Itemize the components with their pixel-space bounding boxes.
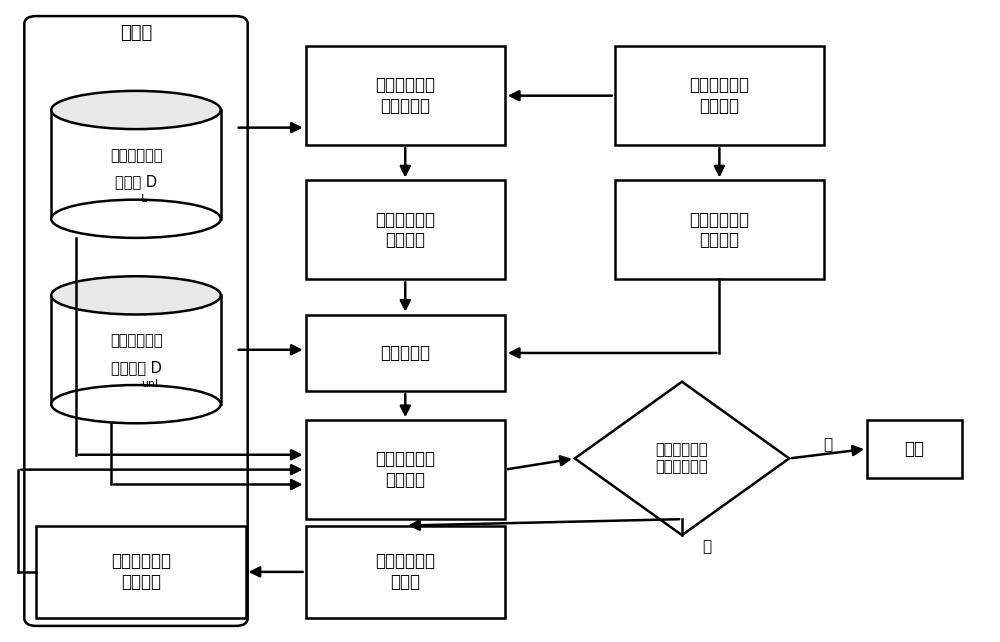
Text: 分类识别算法
及模型库: 分类识别算法 及模型库 bbox=[689, 76, 749, 115]
Bar bbox=[306, 46, 505, 145]
Text: L: L bbox=[141, 193, 147, 204]
Text: 否: 否 bbox=[702, 539, 711, 554]
Bar bbox=[306, 420, 505, 519]
Bar bbox=[306, 315, 505, 392]
Text: 数据特性分析
及模型选择: 数据特性分析 及模型选择 bbox=[375, 76, 435, 115]
Ellipse shape bbox=[51, 385, 221, 423]
Text: 新样本标注及
数据增强: 新样本标注及 数据增强 bbox=[375, 211, 435, 249]
Text: 样本预测及候
选集构建: 样本预测及候 选集构建 bbox=[375, 450, 435, 489]
Text: 数据集 D: 数据集 D bbox=[115, 175, 157, 189]
Bar bbox=[615, 46, 824, 145]
Text: 少量标注样本: 少量标注样本 bbox=[110, 148, 162, 163]
Text: 本数据集 D: 本数据集 D bbox=[111, 360, 161, 375]
Text: unL: unL bbox=[141, 379, 161, 389]
Bar bbox=[51, 295, 221, 404]
Ellipse shape bbox=[51, 91, 221, 129]
Bar bbox=[306, 180, 505, 279]
FancyBboxPatch shape bbox=[24, 16, 248, 626]
Text: 大量未标注样: 大量未标注样 bbox=[110, 333, 162, 349]
Bar bbox=[615, 180, 824, 279]
Text: 是: 是 bbox=[824, 437, 833, 452]
Bar bbox=[306, 526, 505, 618]
Bar bbox=[51, 110, 221, 219]
Text: 模型预训练: 模型预训练 bbox=[380, 344, 430, 362]
Text: 结束: 结束 bbox=[904, 440, 924, 458]
Ellipse shape bbox=[51, 276, 221, 315]
Ellipse shape bbox=[51, 200, 221, 238]
Bar bbox=[867, 420, 962, 478]
Text: 是否满足训练
结束判别条件: 是否满足训练 结束判别条件 bbox=[656, 442, 708, 474]
Bar bbox=[36, 526, 246, 618]
Polygon shape bbox=[575, 382, 789, 535]
Text: 数据集: 数据集 bbox=[120, 24, 152, 42]
Text: 增量学习模型
校准学习: 增量学习模型 校准学习 bbox=[111, 553, 171, 591]
Text: 模型参数配置
及初始化: 模型参数配置 及初始化 bbox=[689, 211, 749, 249]
Text: 预训练模型增
量学习: 预训练模型增 量学习 bbox=[375, 553, 435, 591]
